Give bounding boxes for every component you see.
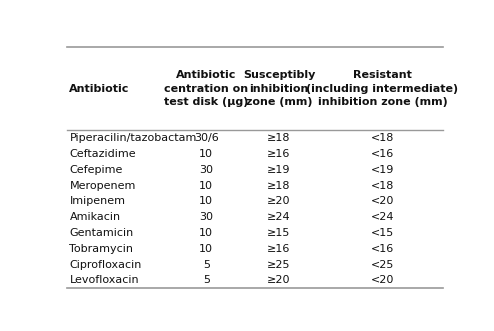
Text: <20: <20 bbox=[370, 196, 394, 206]
Text: 30: 30 bbox=[199, 212, 213, 222]
Text: ≥20: ≥20 bbox=[267, 275, 291, 285]
Text: ≥18: ≥18 bbox=[267, 180, 291, 191]
Text: <18: <18 bbox=[370, 133, 394, 143]
Text: 10: 10 bbox=[199, 244, 213, 254]
Text: ≥25: ≥25 bbox=[267, 260, 291, 269]
Text: Tobramycin: Tobramycin bbox=[69, 244, 133, 254]
Text: Susceptibly
inhibition
zone (mm): Susceptibly inhibition zone (mm) bbox=[243, 70, 315, 107]
Text: Imipenem: Imipenem bbox=[69, 196, 125, 206]
Text: 10: 10 bbox=[199, 228, 213, 238]
Text: <18: <18 bbox=[370, 180, 394, 191]
Text: Meropenem: Meropenem bbox=[69, 180, 136, 191]
Text: ≥20: ≥20 bbox=[267, 196, 291, 206]
Text: Cefepime: Cefepime bbox=[69, 165, 123, 175]
Text: <16: <16 bbox=[371, 149, 394, 159]
Text: 10: 10 bbox=[199, 180, 213, 191]
Text: 5: 5 bbox=[203, 275, 210, 285]
Text: <24: <24 bbox=[370, 212, 394, 222]
Text: Gentamicin: Gentamicin bbox=[69, 228, 134, 238]
Text: Antibiotic: Antibiotic bbox=[69, 84, 130, 94]
Text: <16: <16 bbox=[371, 244, 394, 254]
Text: <25: <25 bbox=[370, 260, 394, 269]
Text: Piperacilin/tazobactam: Piperacilin/tazobactam bbox=[69, 133, 197, 143]
Text: Antibiotic
centration on
test disk (μg): Antibiotic centration on test disk (μg) bbox=[164, 70, 248, 107]
Text: Levofloxacin: Levofloxacin bbox=[69, 275, 139, 285]
Text: 10: 10 bbox=[199, 149, 213, 159]
Text: 30: 30 bbox=[199, 165, 213, 175]
Text: ≥18: ≥18 bbox=[267, 133, 291, 143]
Text: Ciprofloxacin: Ciprofloxacin bbox=[69, 260, 142, 269]
Text: <15: <15 bbox=[371, 228, 394, 238]
Text: 30/6: 30/6 bbox=[194, 133, 219, 143]
Text: 5: 5 bbox=[203, 260, 210, 269]
Text: Resistant
(including intermediate)
inhibition zone (mm): Resistant (including intermediate) inhib… bbox=[306, 70, 458, 107]
Text: 10: 10 bbox=[199, 196, 213, 206]
Text: Ceftazidime: Ceftazidime bbox=[69, 149, 136, 159]
Text: ≥16: ≥16 bbox=[267, 244, 290, 254]
Text: ≥15: ≥15 bbox=[267, 228, 290, 238]
Text: <19: <19 bbox=[370, 165, 394, 175]
Text: ≥24: ≥24 bbox=[267, 212, 291, 222]
Text: ≥19: ≥19 bbox=[267, 165, 291, 175]
Text: Amikacin: Amikacin bbox=[69, 212, 121, 222]
Text: <20: <20 bbox=[370, 275, 394, 285]
Text: ≥16: ≥16 bbox=[267, 149, 290, 159]
